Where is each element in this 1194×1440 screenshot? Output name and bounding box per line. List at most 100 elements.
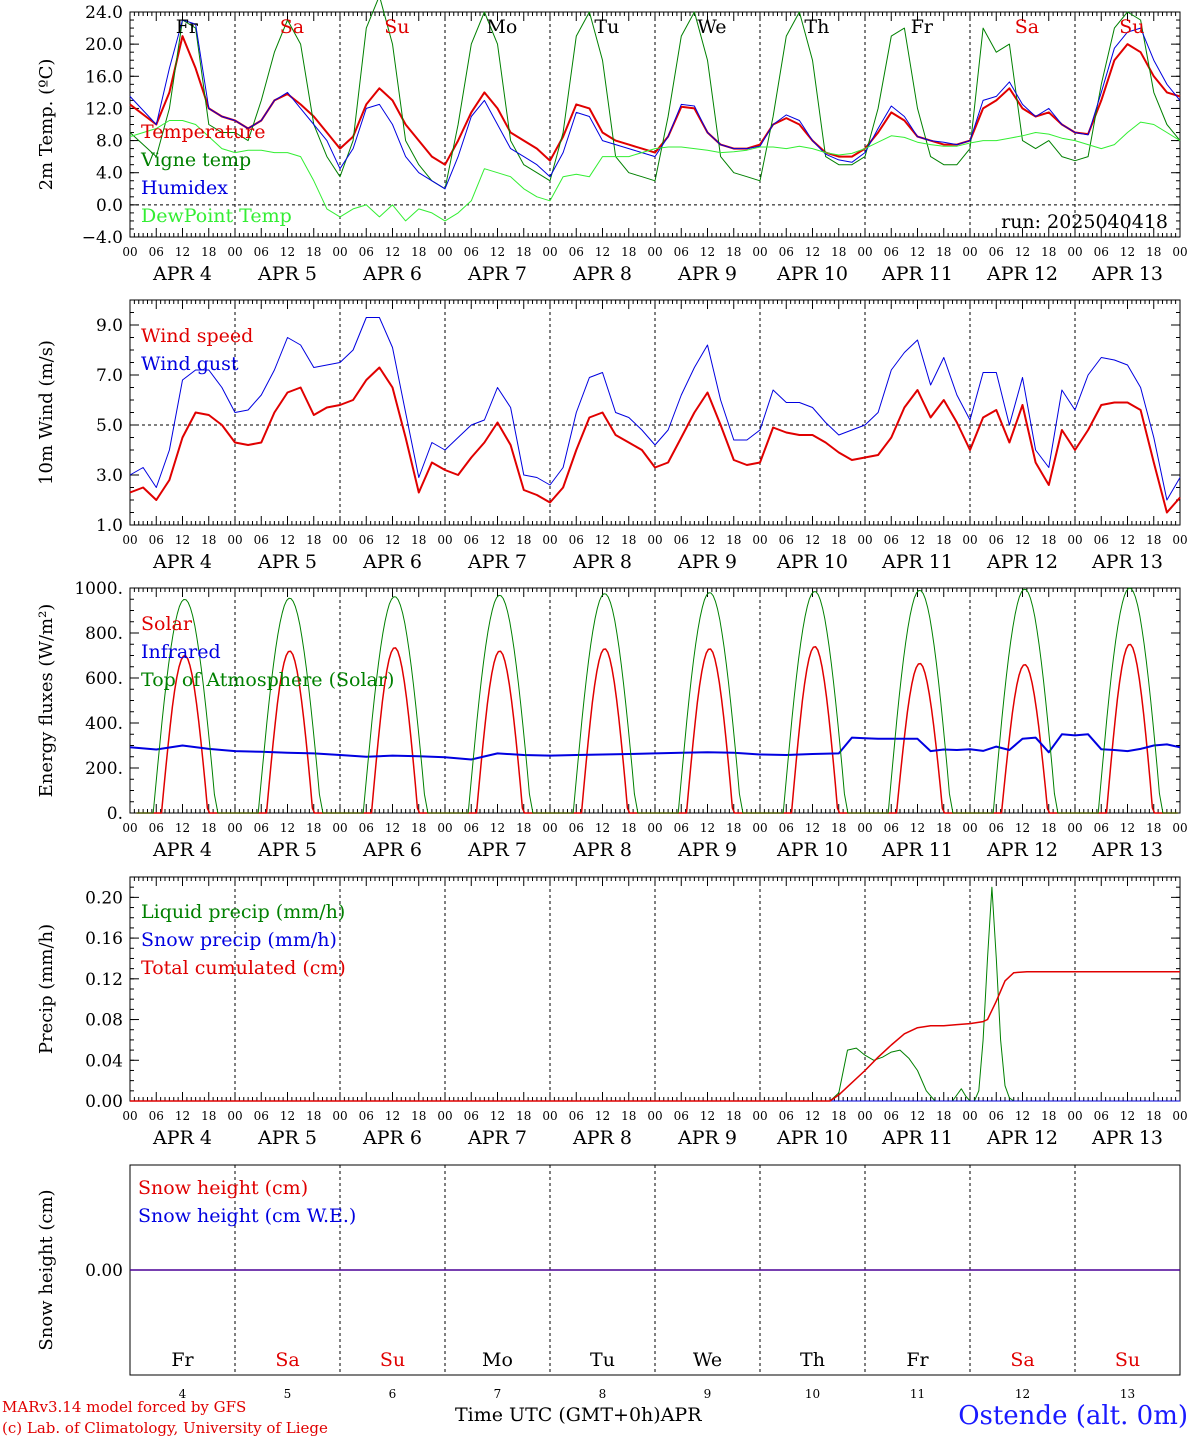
date-label: APR 7 bbox=[467, 263, 527, 285]
date-label: APR 7 bbox=[467, 839, 527, 861]
hour-tick-label: 00 bbox=[752, 533, 767, 547]
y-tick-label: 1000. bbox=[74, 579, 123, 599]
y-tick-label: −4.0 bbox=[82, 228, 123, 248]
legend-entry: Snow height (cm W.E.) bbox=[138, 1205, 356, 1227]
hour-tick-label: 00 bbox=[122, 245, 137, 259]
y-axis-label: 10m Wind (m/s) bbox=[36, 340, 57, 485]
hour-tick-label: 06 bbox=[779, 245, 794, 259]
hour-tick-label: 06 bbox=[254, 245, 269, 259]
hour-tick-label: 06 bbox=[989, 533, 1004, 547]
day-name-bottom: Mo bbox=[482, 1349, 513, 1371]
hour-tick-label: 18 bbox=[831, 245, 846, 259]
hour-tick-label: 06 bbox=[1094, 1109, 1109, 1123]
date-label: APR 7 bbox=[467, 551, 527, 573]
day-name-bottom: Su bbox=[380, 1349, 405, 1371]
legend-entry: Humidex bbox=[141, 177, 228, 199]
day-name-bottom: Su bbox=[1115, 1349, 1140, 1371]
hour-tick-label: 06 bbox=[674, 245, 689, 259]
lab-credit: (c) Lab. of Climatology, University of L… bbox=[2, 1419, 328, 1437]
hour-tick-label: 06 bbox=[569, 533, 584, 547]
hour-tick-label: 18 bbox=[936, 533, 951, 547]
hour-tick-label: 18 bbox=[516, 533, 531, 547]
hour-tick-label: 06 bbox=[149, 533, 164, 547]
day-name-top: Sa bbox=[280, 16, 304, 38]
date-label: APR 8 bbox=[572, 263, 632, 285]
hour-tick-label: 06 bbox=[464, 533, 479, 547]
date-label: APR 9 bbox=[677, 1127, 737, 1149]
hour-tick-label: 00 bbox=[1067, 245, 1082, 259]
date-label: APR 12 bbox=[986, 839, 1058, 861]
y-tick-label: 0.00 bbox=[85, 1261, 123, 1281]
y-tick-label: 200. bbox=[85, 759, 123, 779]
hour-tick-label: 00 bbox=[332, 821, 347, 835]
hour-tick-label: 00 bbox=[857, 533, 872, 547]
y-tick-label: 3.0 bbox=[96, 466, 123, 486]
hour-tick-label: 18 bbox=[411, 245, 426, 259]
hour-tick-label: 18 bbox=[1041, 821, 1056, 835]
hour-tick-label: 18 bbox=[1041, 1109, 1056, 1123]
y-tick-label: 0.0 bbox=[96, 196, 123, 216]
day-name-bottom: Tu bbox=[590, 1349, 615, 1371]
y-tick-label: 8.0 bbox=[96, 132, 123, 152]
date-label: APR 11 bbox=[881, 1127, 953, 1149]
date-label: APR 6 bbox=[362, 839, 422, 861]
series-line-liquid-precip-mm-h- bbox=[130, 886, 1180, 1102]
panel-frame bbox=[129, 587, 1181, 814]
hour-tick-label: 18 bbox=[831, 533, 846, 547]
date-label: APR 5 bbox=[257, 263, 317, 285]
date-label: APR 9 bbox=[677, 839, 737, 861]
hour-tick-label: 12 bbox=[1015, 821, 1030, 835]
hour-tick-label: 06 bbox=[464, 245, 479, 259]
hour-tick-label: 12 bbox=[700, 533, 715, 547]
hour-tick-label: 18 bbox=[516, 245, 531, 259]
hour-tick-label: 18 bbox=[1041, 533, 1056, 547]
hour-tick-label: 12 bbox=[595, 1109, 610, 1123]
hour-tick-label: 06 bbox=[569, 1109, 584, 1123]
y-axis-label: 2m Temp. (ºC) bbox=[36, 59, 57, 191]
series-line-infrared bbox=[129, 733, 1181, 761]
hour-tick-label: 12 bbox=[490, 245, 505, 259]
date-label: APR 7 bbox=[467, 1127, 527, 1149]
hour-tick-label: 18 bbox=[1041, 245, 1056, 259]
hour-tick-label: 18 bbox=[831, 1109, 846, 1123]
hour-tick-label: 12 bbox=[280, 533, 295, 547]
hour-tick-label: 06 bbox=[779, 533, 794, 547]
date-label: APR 5 bbox=[257, 1127, 317, 1149]
y-tick-label: 1.0 bbox=[96, 516, 123, 536]
y-tick-label: 20.0 bbox=[85, 35, 123, 55]
model-credit: MARv3.14 model forced by GFS bbox=[2, 1398, 247, 1416]
hour-tick-label: 12 bbox=[910, 533, 925, 547]
hour-tick-label: 06 bbox=[464, 1109, 479, 1123]
date-label: APR 4 bbox=[152, 1127, 212, 1149]
date-label: APR 10 bbox=[776, 1127, 848, 1149]
y-tick-label: 0.04 bbox=[85, 1051, 123, 1071]
y-tick-label: 5.0 bbox=[96, 416, 123, 436]
legend-entry: Wind gust bbox=[141, 353, 239, 375]
date-label: APR 5 bbox=[257, 839, 317, 861]
date-label: APR 10 bbox=[776, 551, 848, 573]
hour-tick-label: 12 bbox=[910, 245, 925, 259]
date-label: APR 9 bbox=[677, 263, 737, 285]
hour-tick-label: 12 bbox=[1015, 1109, 1030, 1123]
hour-tick-label: 12 bbox=[805, 1109, 820, 1123]
hour-tick-label: 18 bbox=[726, 245, 741, 259]
hour-tick-label: 12 bbox=[700, 821, 715, 835]
date-label: APR 8 bbox=[572, 1127, 632, 1149]
hour-tick-label: 12 bbox=[595, 245, 610, 259]
y-tick-label: 0.00 bbox=[85, 1092, 123, 1112]
hour-tick-label: 00 bbox=[227, 821, 242, 835]
hour-tick-label: 00 bbox=[332, 1109, 347, 1123]
hour-tick-label: 06 bbox=[1094, 821, 1109, 835]
hour-tick-label: 12 bbox=[805, 245, 820, 259]
hour-tick-label: 18 bbox=[201, 821, 216, 835]
day-name-bottom: Fr bbox=[906, 1349, 929, 1371]
date-label: APR 13 bbox=[1091, 551, 1163, 573]
hour-tick-label: 00 bbox=[647, 533, 662, 547]
date-label: APR 6 bbox=[362, 263, 422, 285]
date-label: APR 6 bbox=[362, 551, 422, 573]
hour-tick-label: 00 bbox=[647, 1109, 662, 1123]
hour-tick-label: 12 bbox=[595, 821, 610, 835]
day-name-top: Sa bbox=[1015, 16, 1039, 38]
hour-tick-label: 06 bbox=[254, 1109, 269, 1123]
day-name-bottom: Sa bbox=[275, 1349, 299, 1371]
